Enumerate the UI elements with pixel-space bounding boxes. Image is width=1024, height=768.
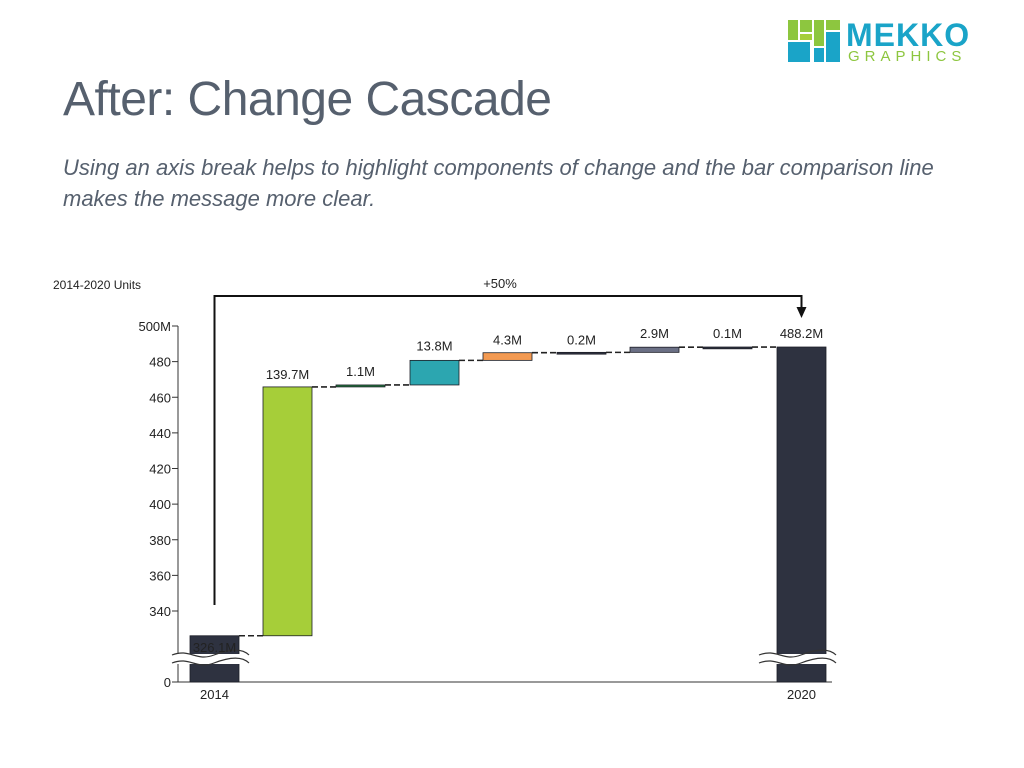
axis-break-gap — [759, 654, 836, 664]
waterfall-bar — [629, 346, 680, 353]
waterfall-bar — [335, 384, 386, 388]
y-tick-label: 440 — [149, 426, 171, 441]
axis-break-line — [171, 649, 250, 658]
page-title: After: Change Cascade — [63, 73, 552, 126]
y-tick-label: 360 — [149, 568, 171, 583]
unit-label: 2014-2020 Units — [53, 278, 141, 292]
y-tick-label: 460 — [149, 390, 171, 405]
value-label: 0.2M — [567, 332, 596, 347]
waterfall-bar — [702, 346, 753, 350]
value-label: 139.7M — [266, 367, 309, 382]
value-label: 4.3M — [493, 333, 522, 348]
axis-break-gap — [172, 654, 249, 664]
y-tick-label: 500M — [138, 319, 171, 334]
axis-break-line — [171, 657, 250, 666]
waterfall-bar — [776, 346, 827, 683]
waterfall-bar — [556, 351, 607, 355]
axis-break-line — [758, 649, 837, 658]
logo-word-graphics: GRAPHICS — [848, 48, 967, 65]
value-label: 2.9M — [640, 326, 669, 341]
value-label: 13.8M — [416, 338, 452, 353]
y-tick-label: 0 — [164, 675, 171, 690]
value-label: 326.1M — [193, 640, 236, 655]
waterfall-bar — [409, 359, 460, 386]
axis-break-line — [758, 657, 837, 666]
waterfall-bar — [482, 352, 533, 361]
comparison-arrow-icon — [796, 307, 807, 318]
y-tick-label: 340 — [149, 604, 171, 619]
y-tick-label: 420 — [149, 462, 171, 477]
logo-mark-icon — [788, 20, 840, 62]
x-tick-label: 2014 — [200, 687, 229, 702]
logo-word-mekko: MEKKO — [846, 17, 971, 53]
comparison-line — [213, 295, 803, 605]
y-tick-label: 480 — [149, 355, 171, 370]
value-label: 0.1M — [713, 326, 742, 341]
y-tick-label: 380 — [149, 533, 171, 548]
y-tick-label: 400 — [149, 497, 171, 512]
mekko-graphics-logo: MEKKO GRAPHICS — [786, 17, 1001, 66]
x-tick-label: 2020 — [787, 687, 816, 702]
value-label: 1.1M — [346, 364, 375, 379]
comparison-label: +50% — [483, 276, 517, 291]
waterfall-bar — [262, 386, 313, 637]
value-label: 488.2M — [780, 326, 823, 341]
page-subtitle: Using an axis break helps to highlight c… — [63, 155, 934, 211]
